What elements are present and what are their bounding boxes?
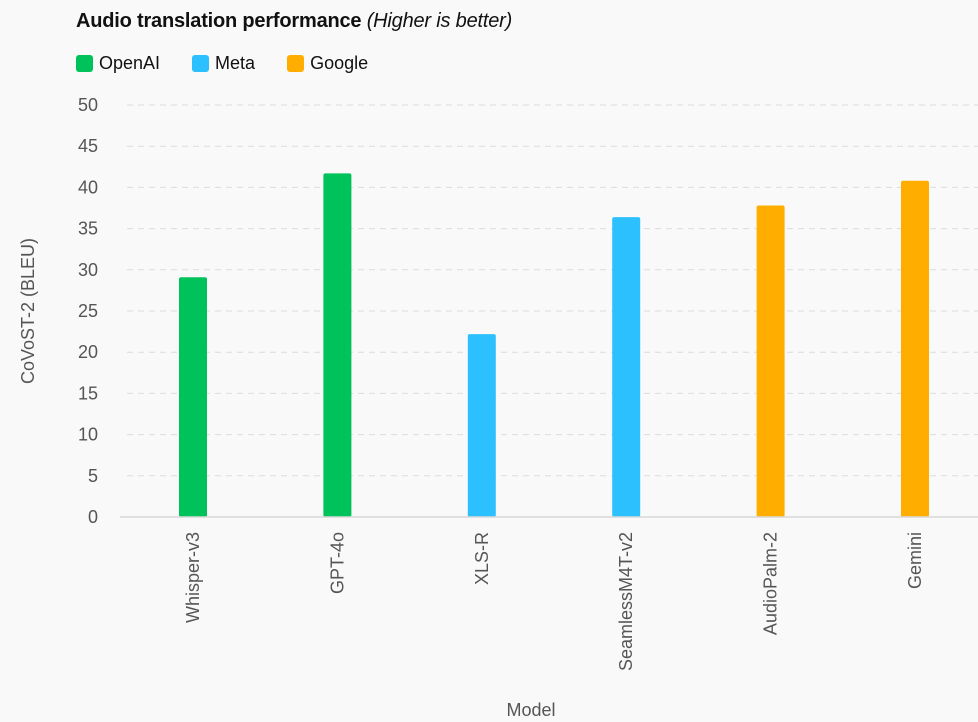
y-tick-label-25: 25 xyxy=(78,301,98,321)
chart-legend: OpenAI Meta Google xyxy=(76,53,400,74)
x-tick-label-seamlessm4t-v2: SeamlessM4T-v2 xyxy=(616,532,636,671)
y-tick-label-30: 30 xyxy=(78,260,98,280)
bar-gpt-4o xyxy=(323,173,352,517)
bar-whisper-v3 xyxy=(179,277,207,517)
chart-subtitle: (Higher is better) xyxy=(366,10,513,32)
legend-item-openai: OpenAI xyxy=(76,53,160,74)
y-tick-label-20: 20 xyxy=(78,342,98,362)
bar-xls-r xyxy=(467,334,496,517)
y-tick-label-45: 45 xyxy=(78,136,98,156)
y-tick-label-50: 50 xyxy=(78,95,98,115)
chart-title: Audio translation performance (Higher is… xyxy=(76,10,512,33)
legend-item-google: Google xyxy=(287,53,368,74)
x-tick-label-gpt-4o: GPT-4o xyxy=(327,532,347,594)
x-tick-label-whisper-v3: Whisper-v3 xyxy=(183,532,203,623)
chart-title-main: Audio translation performance xyxy=(76,10,362,32)
x-axis-title: Model xyxy=(506,700,555,720)
bars xyxy=(179,173,929,518)
x-tick-label-xls-r: XLS-R xyxy=(472,532,492,585)
y-axis-ticks: 0 5 10 15 20 25 30 35 40 45 50 xyxy=(78,95,98,527)
y-tick-label-0: 0 xyxy=(88,507,98,527)
legend-label-openai: OpenAI xyxy=(99,53,161,73)
x-tick-label-gemini: Gemini xyxy=(905,532,925,589)
legend-label-google: Google xyxy=(310,53,369,73)
y-tick-label-35: 35 xyxy=(78,219,98,239)
x-tick-label-audiopalm-2: AudioPalm-2 xyxy=(761,532,781,635)
y-tick-label-40: 40 xyxy=(78,177,98,197)
legend-label-meta: Meta xyxy=(215,53,256,73)
y-tick-label-15: 15 xyxy=(78,383,98,403)
x-axis-ticks: Whisper-v3 GPT-4o XLS-R SeamlessM4T-v2 Audio… xyxy=(183,532,925,671)
legend-swatch-meta xyxy=(192,55,210,72)
bar-audiopalm-2 xyxy=(756,205,785,517)
y-tick-label-10: 10 xyxy=(78,425,98,445)
y-axis-title: CoVoST-2 (BLEU) xyxy=(18,238,38,384)
legend-swatch-openai xyxy=(76,55,93,72)
bar-seamlessm4t-v2 xyxy=(612,217,641,517)
y-tick-label-5: 5 xyxy=(88,466,98,486)
bar-gemini xyxy=(901,180,929,518)
legend-swatch-google xyxy=(287,55,305,72)
legend-item-meta: Meta xyxy=(192,53,255,74)
grid-layer xyxy=(127,104,978,477)
